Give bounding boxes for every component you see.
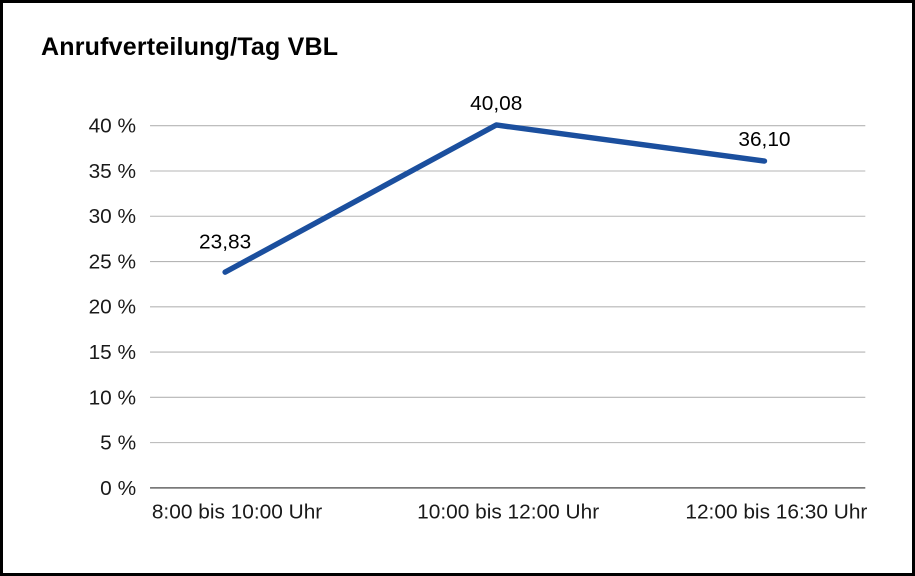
x-tick-label: 10:00 bis 12:00 Uhr bbox=[417, 501, 599, 524]
y-tick-label: 35 % bbox=[89, 160, 137, 183]
data-point-label: 36,10 bbox=[738, 128, 790, 151]
y-tick-label: 10 % bbox=[89, 386, 137, 409]
chart-title: Anrufverteilung/Tag VBL bbox=[41, 33, 339, 61]
data-series-line bbox=[222, 122, 768, 275]
data-point-label: 23,83 bbox=[199, 230, 251, 253]
line-chart: 0 % 5 % 10 % 15 % 20 % 25 % 30 % 35 % 40 % 8:00 b… bbox=[89, 92, 868, 524]
y-tick-label: 15 % bbox=[89, 341, 137, 364]
y-tick-label: 20 % bbox=[89, 296, 137, 319]
y-tick-label: 5 % bbox=[100, 432, 136, 455]
y-tick-label: 25 % bbox=[89, 250, 137, 273]
x-tick-label: 8:00 bis 10:00 Uhr bbox=[152, 501, 322, 524]
data-point-label: 40,08 bbox=[470, 92, 522, 115]
y-tick-label: 30 % bbox=[89, 205, 137, 228]
x-tick-label: 12:00 bis 16:30 Uhr bbox=[685, 501, 867, 524]
y-tick-label: 0 % bbox=[100, 477, 136, 500]
y-tick-label: 40 % bbox=[89, 115, 137, 138]
